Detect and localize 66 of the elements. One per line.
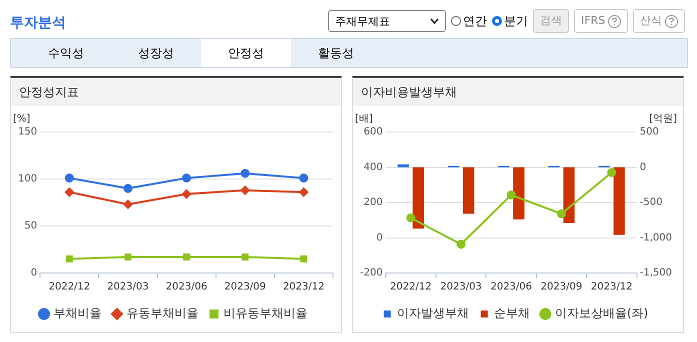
y-tick-label: 400: [364, 162, 383, 173]
point: [123, 200, 132, 209]
y2-tick-label: 500: [640, 126, 659, 138]
x-tick-label: 2022/12: [48, 282, 90, 293]
point: [183, 254, 190, 260]
point: [299, 174, 308, 183]
point: [64, 188, 74, 197]
point: [607, 168, 616, 178]
text: 산식: [633, 9, 686, 33]
y-tick-label: 200: [364, 197, 383, 208]
y2-tick-label: -500: [640, 197, 662, 208]
legend-label: 비유동부채비율: [224, 306, 308, 320]
y-tick-label: 50: [24, 220, 38, 232]
y-tick-label: -200: [360, 268, 383, 279]
y-axis-title: [배]: [355, 114, 373, 125]
y-axis-title: [%]: [13, 114, 30, 125]
x-tick-label: 2023/06: [490, 282, 532, 293]
point: [299, 188, 308, 197]
legend-label: 부채비율: [54, 306, 102, 320]
text: 투자분석: [10, 14, 66, 32]
point: [124, 254, 132, 260]
x-tick-label: 2023/03: [440, 282, 482, 293]
point: [123, 184, 132, 193]
point: [64, 174, 74, 183]
text: 주재무제표: [335, 14, 390, 28]
y-tick-label: 0: [30, 268, 38, 279]
chart-title: 이자비용발생부채: [353, 78, 683, 106]
x-tick-label: 2023/06: [166, 282, 208, 293]
y-tick-label: 100: [18, 174, 38, 185]
x-tick-label: 2023/12: [590, 282, 632, 293]
point: [506, 190, 516, 200]
y2-tick-label: 0: [640, 162, 646, 173]
text: 분기: [503, 12, 528, 30]
text: 수익성: [47, 45, 85, 62]
legend-label: 이자보상배율(좌): [554, 306, 648, 320]
point: [182, 190, 192, 199]
point: [456, 240, 466, 249]
text: 검색: [533, 9, 569, 33]
y2-tick-label: -1,500: [640, 268, 672, 279]
text: 활동성: [317, 45, 355, 62]
text: 성장성: [137, 45, 175, 62]
legend-label: 이자발생부채: [396, 306, 469, 320]
x-tick-label: 2022/12: [390, 282, 432, 293]
point: [240, 186, 250, 195]
point: [406, 213, 416, 222]
y2-tick-label: -1,000: [640, 232, 672, 244]
point: [182, 174, 192, 183]
x-tick-label: 2023/03: [107, 282, 149, 293]
y-tick-label: 150: [18, 126, 38, 138]
point: [300, 255, 308, 262]
y2-axis-title: [억원]: [649, 114, 678, 125]
point: [66, 255, 73, 262]
legend-label: 유동부채비율: [126, 306, 198, 320]
x-tick-label: 2023/12: [282, 282, 324, 293]
legend-label: 순부채: [494, 306, 530, 320]
text: 안정성: [201, 39, 291, 67]
x-tick-label: 2023/09: [224, 282, 266, 293]
text: 연간: [462, 12, 487, 30]
point: [242, 254, 249, 260]
point: [556, 209, 566, 218]
text: IFRS: [574, 9, 628, 33]
y-tick-label: 600: [364, 126, 383, 138]
point: [240, 168, 250, 178]
chart-title: 안정성지표: [11, 78, 341, 106]
x-tick-label: 2023/09: [540, 282, 582, 293]
y-tick-label: 0: [376, 232, 383, 244]
